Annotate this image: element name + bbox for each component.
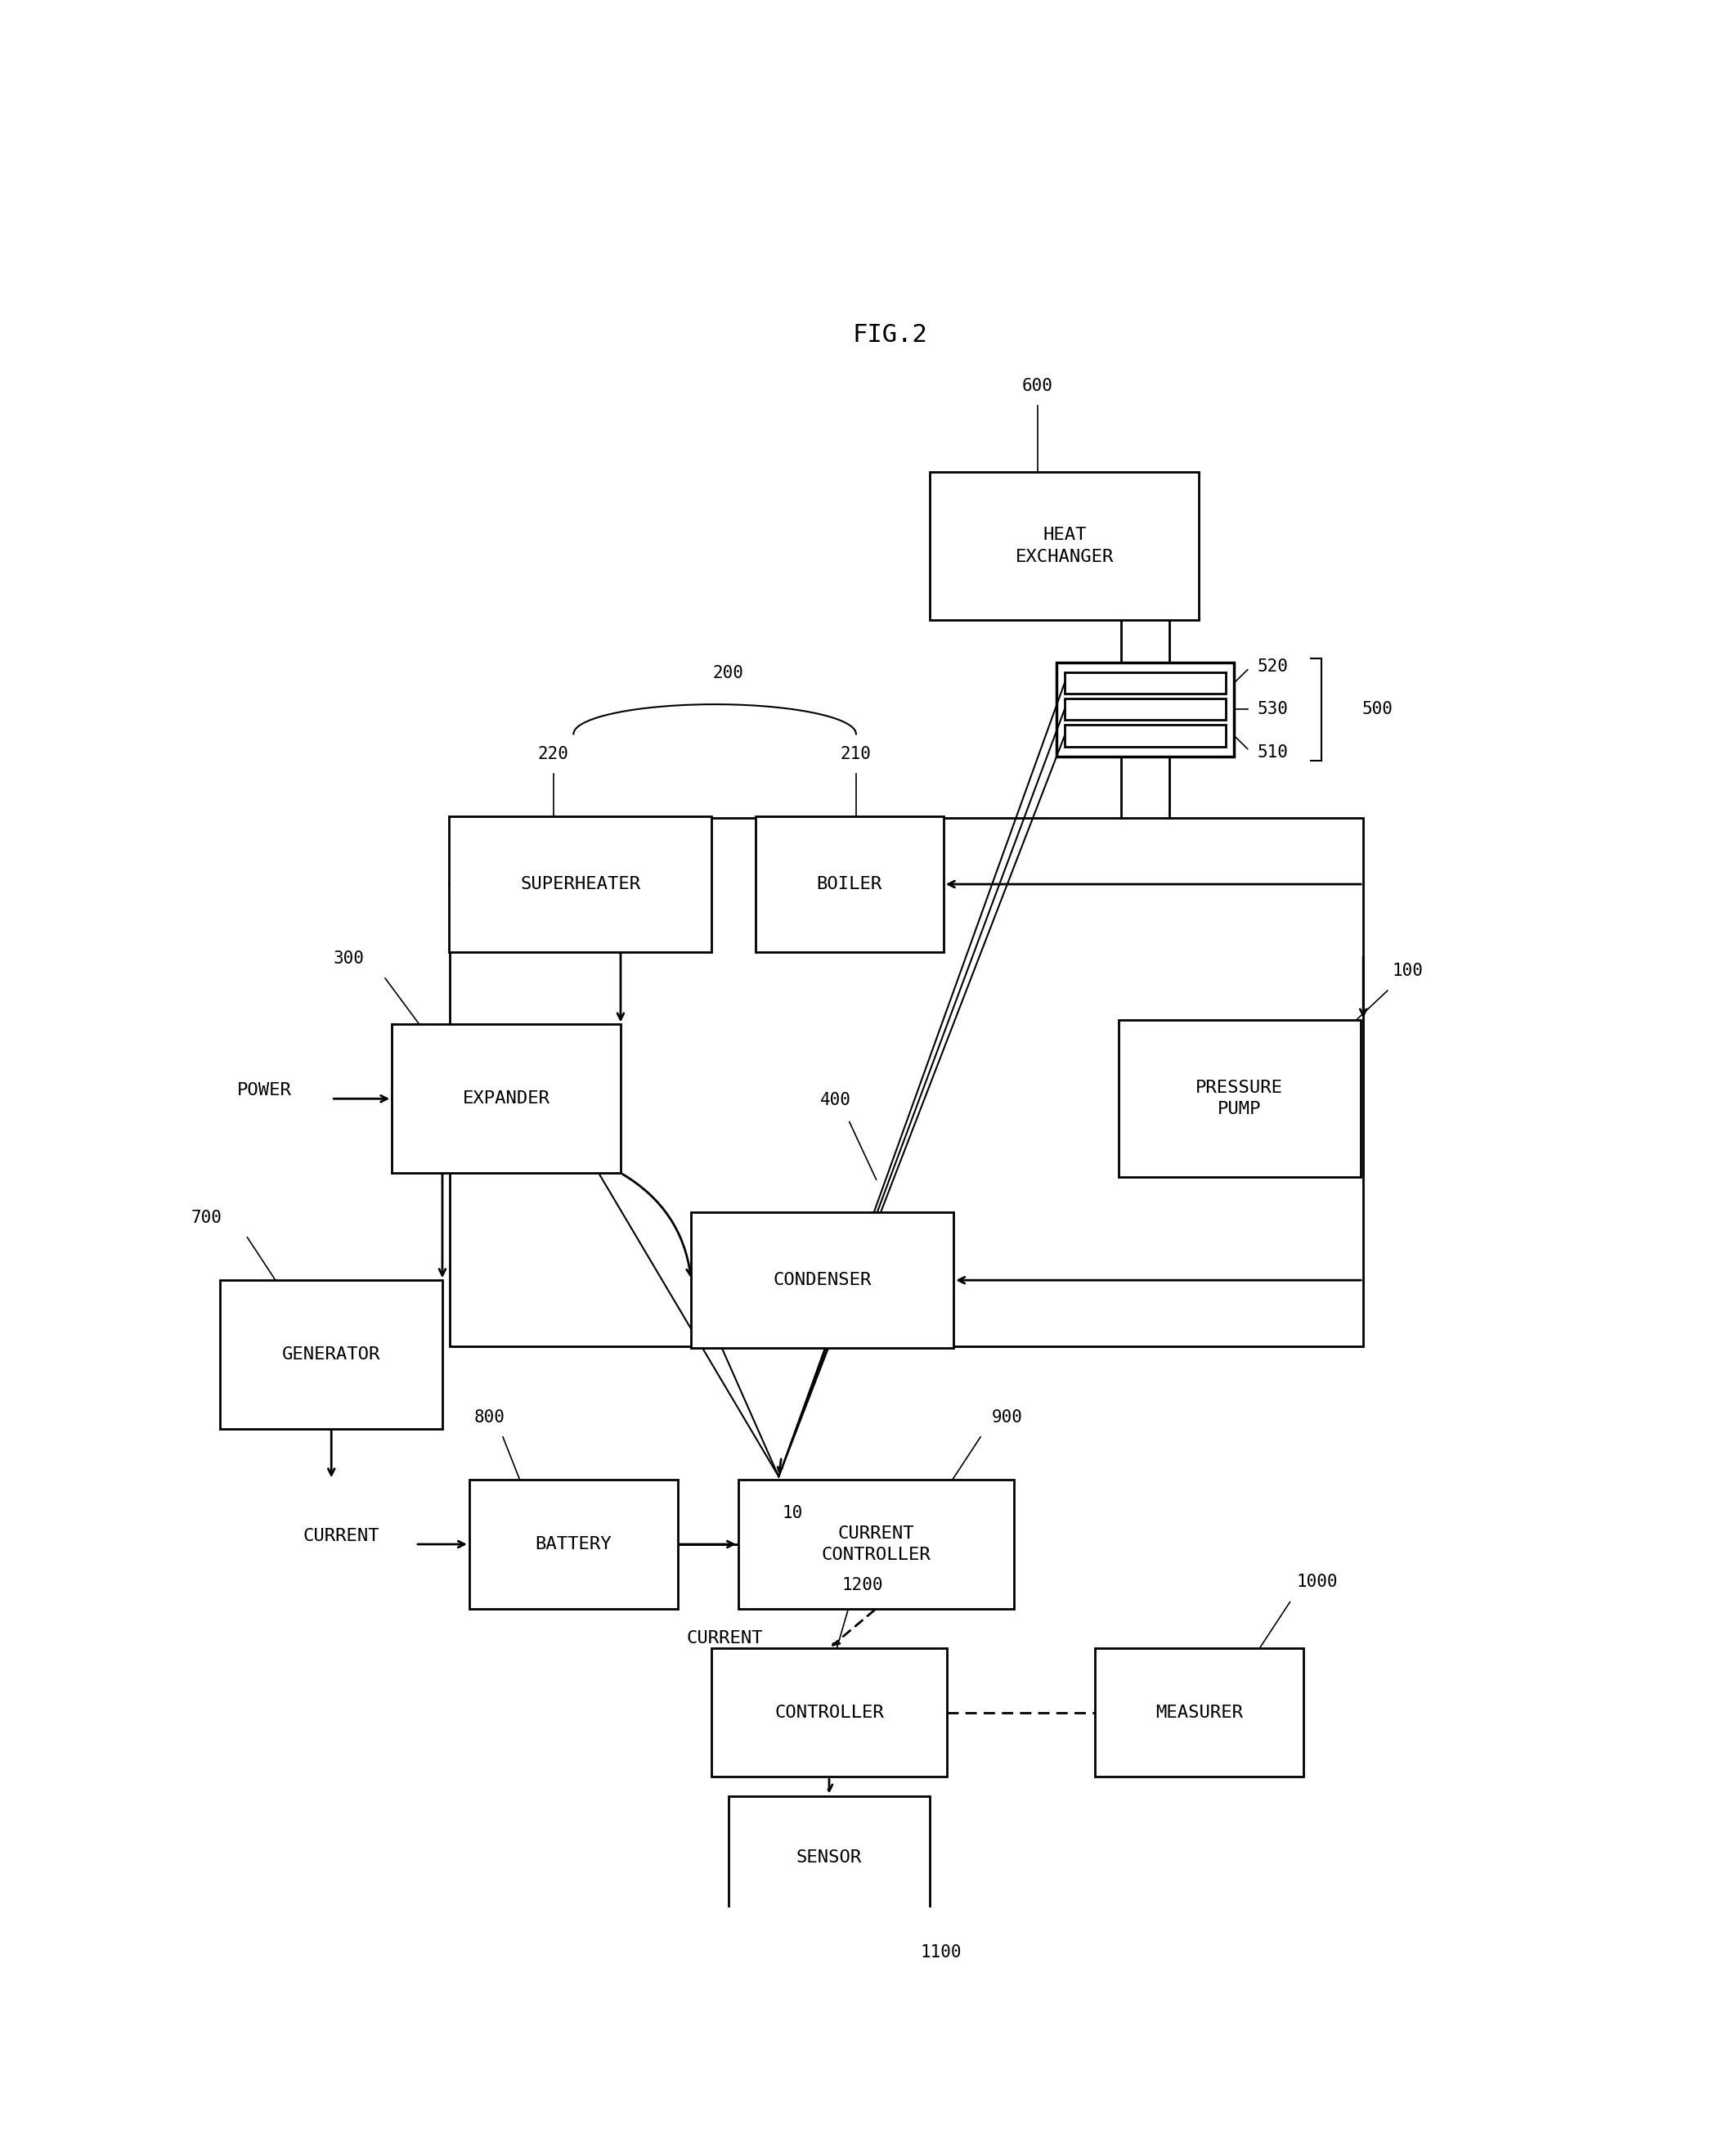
Bar: [1064, 699, 1226, 720]
Bar: [1095, 1648, 1304, 1777]
Text: SENSOR: SENSOR: [797, 1849, 863, 1867]
Text: SUPERHEATER: SUPERHEATER: [521, 876, 641, 891]
Bar: [450, 816, 712, 951]
Text: 530: 530: [1257, 701, 1288, 718]
Text: 520: 520: [1257, 658, 1288, 675]
Text: 1000: 1000: [1297, 1573, 1337, 1590]
Text: FIG.2: FIG.2: [852, 324, 927, 347]
Text: PRESSURE
PUMP: PRESSURE PUMP: [1196, 1080, 1283, 1119]
Text: 200: 200: [713, 664, 743, 681]
Bar: [755, 816, 944, 951]
Text: BATTERY: BATTERY: [535, 1537, 611, 1552]
Text: 900: 900: [991, 1408, 1023, 1425]
Text: 600: 600: [1023, 377, 1054, 394]
Text: CONDENSER: CONDENSER: [773, 1273, 871, 1288]
Text: CURRENT
CONTROLLER: CURRENT CONTROLLER: [821, 1526, 930, 1562]
Text: 220: 220: [538, 746, 569, 763]
Text: BOILER: BOILER: [816, 876, 882, 891]
Text: 1100: 1100: [920, 1944, 962, 1961]
Bar: [738, 1481, 1014, 1609]
Text: MEASURER: MEASURER: [1156, 1704, 1243, 1721]
Text: 210: 210: [840, 746, 871, 763]
Bar: [712, 1648, 946, 1777]
Bar: [392, 1024, 621, 1172]
Bar: [1118, 1020, 1361, 1177]
Bar: [1064, 673, 1226, 694]
Bar: [930, 471, 1200, 619]
Text: CURRENT: CURRENT: [687, 1631, 764, 1646]
Text: 510: 510: [1257, 744, 1288, 761]
Text: 700: 700: [191, 1209, 222, 1226]
Bar: [469, 1481, 677, 1609]
Text: 800: 800: [474, 1408, 505, 1425]
Bar: [220, 1279, 443, 1429]
Text: POWER: POWER: [236, 1082, 292, 1099]
Text: 10: 10: [781, 1504, 802, 1522]
Text: 100: 100: [1392, 962, 1424, 979]
Bar: [691, 1213, 953, 1348]
Text: 500: 500: [1363, 701, 1392, 718]
Bar: [1064, 724, 1226, 746]
Text: EXPANDER: EXPANDER: [462, 1091, 550, 1108]
Text: GENERATOR: GENERATOR: [283, 1346, 380, 1363]
Text: CURRENT: CURRENT: [304, 1528, 380, 1545]
Text: HEAT
EXCHANGER: HEAT EXCHANGER: [1016, 527, 1115, 566]
Bar: [729, 1796, 930, 1920]
Text: CONTROLLER: CONTROLLER: [774, 1704, 884, 1721]
Bar: [1057, 662, 1234, 756]
Bar: [450, 819, 1363, 1346]
Text: 300: 300: [333, 949, 365, 966]
Text: 400: 400: [821, 1093, 851, 1108]
Text: 1200: 1200: [842, 1577, 884, 1594]
